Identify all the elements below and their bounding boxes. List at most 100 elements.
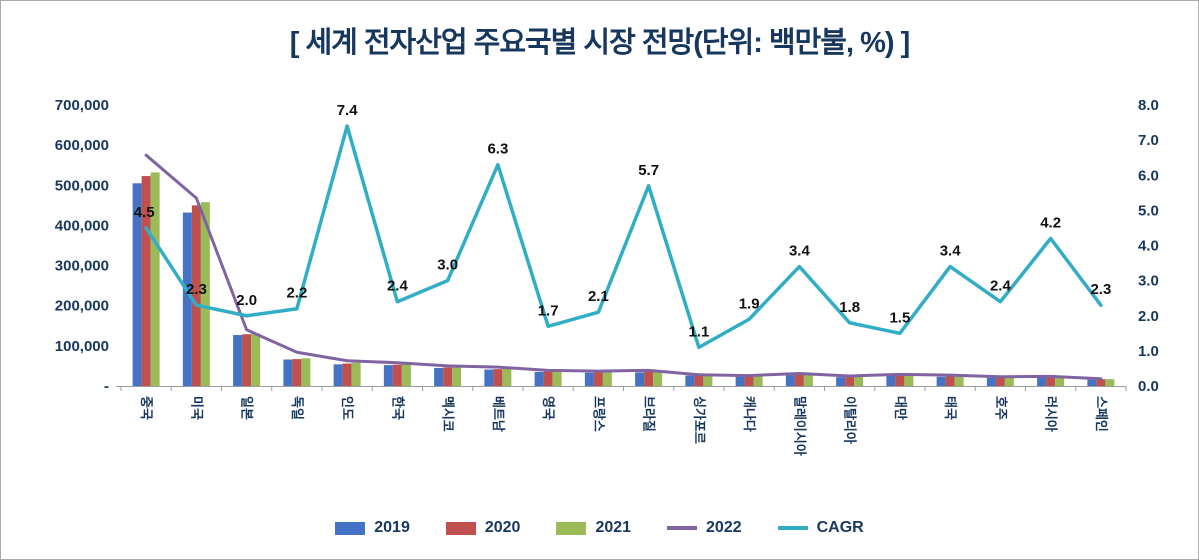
category-label: 베트남 [491,396,506,432]
bar [383,365,393,386]
right-axis-tick-label: 6.0 [1138,167,1159,184]
cagr-data-label: 2.2 [286,285,307,302]
bar [945,376,955,386]
bar [845,376,855,386]
legend-label: 2022 [706,519,742,536]
cagr-data-label: 2.4 [990,278,1012,295]
category-label: 스페인 [1094,396,1109,432]
left-axis-tick-label: 200,000 [55,298,109,315]
bar [534,371,544,386]
bar [593,372,603,386]
category-label: 일본 [240,396,255,420]
cagr-data-label: 2.1 [588,288,609,305]
cagr-data-label: 4.5 [134,204,155,221]
bar [1105,379,1115,386]
right-axis-tick-label: 0.0 [1138,378,1159,395]
bar [803,374,813,386]
category-label: 미국 [189,396,204,420]
bar [543,371,553,386]
bar [644,371,654,386]
left-axis-tick-label: 600,000 [55,137,109,154]
legend: 2019 2020 2021 2022 CAGR [1,519,1198,537]
bar [886,375,896,386]
bar [182,212,192,386]
legend-swatch-2022 [667,526,698,530]
right-axis-tick-label: 8.0 [1138,97,1159,114]
category-label: 러시아 [1044,396,1059,432]
bar [936,376,946,386]
bar-series-2020 [141,176,1106,386]
category-label: 이탈리아 [843,396,858,444]
bar [301,358,311,386]
category-label: 프랑스 [591,396,606,432]
bar [694,375,704,386]
cagr-data-label: 1.8 [839,299,860,316]
chart-title: [ 세계 전자산업 주요국별 시장 전망(단위: 백만불, %) ] [289,27,911,59]
legend-item-2020: 2020 [445,519,521,537]
bar [141,176,151,386]
bar [1046,377,1056,386]
cagr-data-label: 1.1 [688,323,709,340]
bar [895,375,905,386]
bar [854,376,864,386]
left-axis-labels: - 100,000 200,000 300,000 400,000 500,000 600,… [55,97,109,395]
bar [954,375,964,386]
bar [191,205,201,386]
category-label: 브라질 [642,396,657,432]
bar [292,359,302,386]
category-label: 호주 [993,396,1008,420]
legend-item-2021: 2021 [556,519,631,537]
bar [333,364,343,386]
legend-label: 2019 [374,519,410,536]
right-axis-tick-label: 1.0 [1138,343,1159,360]
cagr-data-label: 4.2 [1040,214,1061,231]
bar [1087,379,1097,386]
bar [904,375,914,386]
left-axis-tick-label: 300,000 [55,258,109,275]
legend-swatch-2019 [335,521,366,535]
cagr-data-label: 3.0 [437,257,458,274]
bar [434,367,444,386]
bar [443,367,453,386]
bar-series-2021 [150,172,1115,386]
bar [552,371,562,386]
bar [1004,377,1014,386]
category-label: 독일 [290,396,305,420]
legend-swatch-2021 [556,521,587,535]
category-label: 중국 [139,396,154,420]
cagr-data-label: 5.7 [638,162,659,179]
legend-swatch-CAGR [777,526,808,530]
bar [342,363,352,386]
legend-item-2019: 2019 [335,519,410,537]
bar [150,172,160,386]
category-label: 멕시코 [441,396,456,432]
bar [401,363,411,386]
category-label: 대만 [893,396,908,420]
legend-label: 2021 [595,519,632,536]
bar [392,364,402,386]
legend-label: 2020 [484,519,521,536]
bar [1096,379,1106,386]
bar [653,371,663,386]
cagr-data-label: 7.4 [337,102,359,119]
bar [502,368,512,386]
bar [233,335,243,386]
bar [753,376,763,386]
cagr-data-label: 1.9 [739,295,760,312]
bar [995,377,1005,386]
right-axis-tick-label: 4.0 [1138,238,1159,255]
x-axis [116,386,1127,391]
bar [836,377,846,386]
line-series-CAGR [144,124,1103,350]
bar [785,375,795,386]
left-axis-tick-label: 700,000 [55,97,109,114]
bar [635,372,645,386]
left-axis-tick-label: 400,000 [55,217,109,234]
category-labels: 중국 미국 일본 독일 인도 한국 멕시코 베트남 영국 프랑스 브라질 싱가포르 캐나다 말레이시아 이탈… [139,396,1109,456]
category-label: 한국 [390,396,405,420]
bar [703,375,713,386]
bar [351,362,361,386]
left-axis-tick-label: - [104,378,109,395]
bar [452,367,462,386]
cagr-data-labels: 4.5 2.3 2.0 2.2 7.4 2.4 3.0 6.3 1.7 2.1 5.7 1.1 1.9 3… [134,102,1112,340]
